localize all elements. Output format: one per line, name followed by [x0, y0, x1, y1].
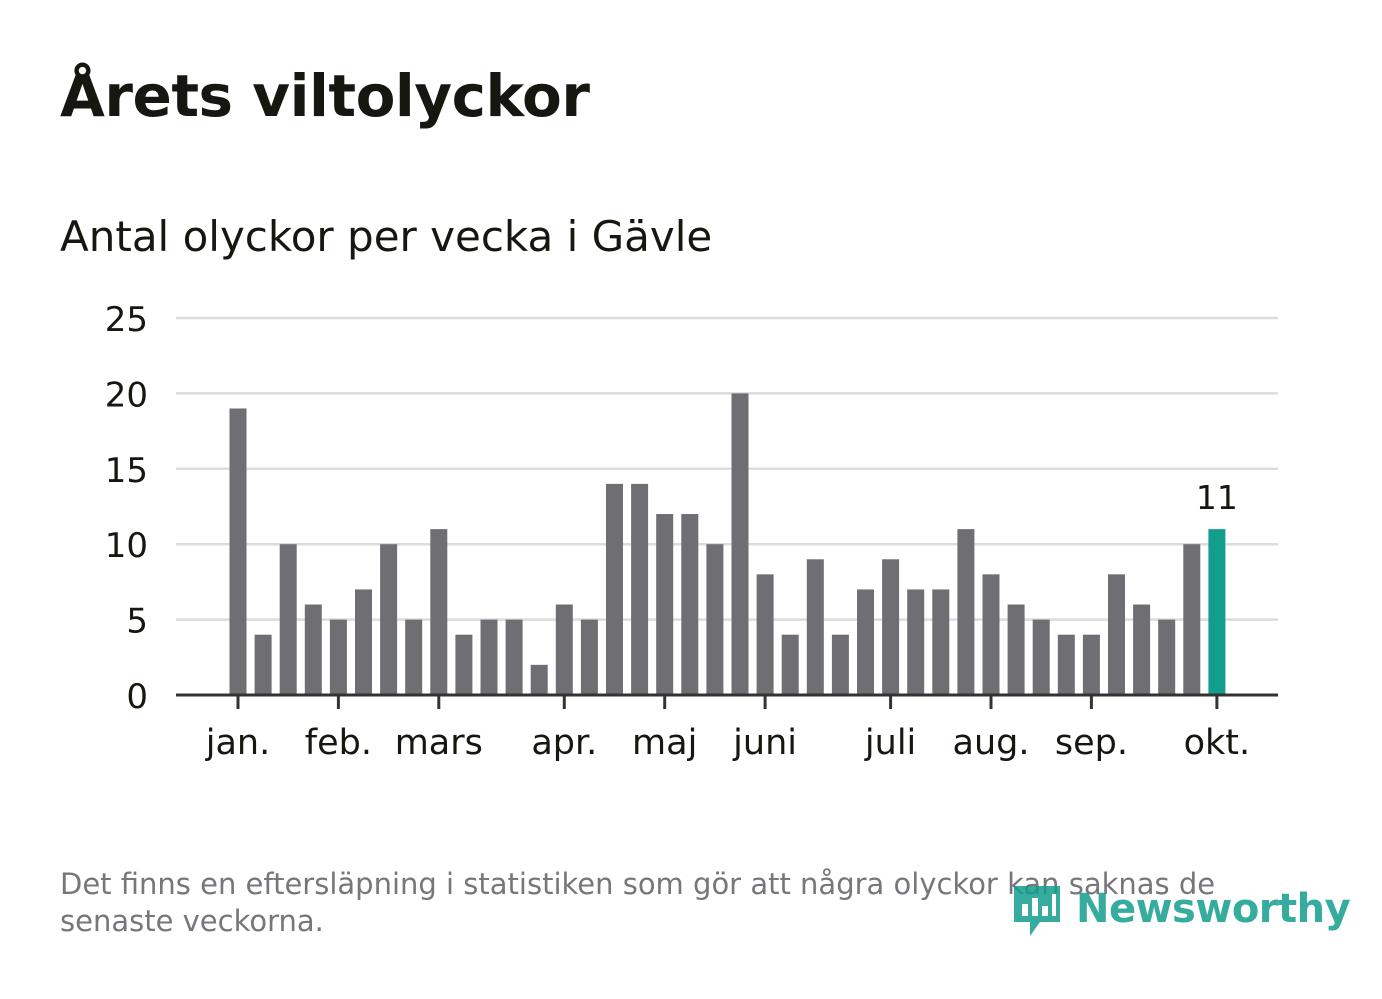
bar	[882, 559, 900, 695]
bar	[806, 559, 824, 695]
chart-subtitle: Antal olyckor per vecka i Gävle	[60, 212, 713, 261]
bar	[781, 634, 799, 695]
bar	[1208, 529, 1226, 695]
bar	[505, 619, 523, 695]
bar	[982, 574, 1000, 695]
bar	[932, 589, 950, 695]
bar	[631, 483, 649, 695]
y-tick-label: 25	[105, 300, 148, 340]
bar	[857, 589, 874, 695]
x-tick-label: juli	[864, 723, 916, 763]
bar	[831, 634, 849, 695]
bar	[304, 604, 322, 695]
x-tick-label: okt.	[1184, 723, 1251, 763]
x-tick-label: juni	[732, 723, 797, 763]
bar	[907, 589, 925, 695]
chart-title: Årets viltolyckor	[60, 62, 590, 130]
y-tick-label: 15	[105, 451, 148, 491]
bar	[1082, 634, 1100, 695]
bar	[756, 574, 774, 695]
brand-logo: Newsworthy	[1012, 878, 1351, 940]
bar	[1108, 574, 1125, 695]
bar	[706, 544, 724, 695]
bar	[329, 619, 347, 695]
bar	[681, 514, 699, 695]
x-tick-label: aug.	[953, 723, 1030, 763]
bar	[957, 529, 975, 695]
bar	[380, 544, 398, 695]
bar	[279, 544, 297, 695]
bar	[580, 619, 598, 695]
bar	[656, 514, 674, 695]
bar	[1007, 604, 1025, 695]
bar	[1057, 634, 1075, 695]
y-tick-label: 5	[126, 602, 148, 642]
bar	[731, 393, 749, 695]
bar	[555, 604, 573, 695]
bar	[1032, 619, 1050, 695]
y-tick-label: 0	[126, 677, 148, 717]
bar	[355, 589, 372, 695]
y-tick-label: 20	[105, 375, 148, 415]
bar	[1158, 619, 1176, 695]
bar	[480, 619, 498, 695]
y-tick-label: 10	[105, 526, 148, 566]
x-tick-label: maj	[632, 723, 697, 763]
bar	[254, 634, 272, 695]
x-tick-label: mars	[395, 723, 483, 763]
x-tick-label: apr.	[531, 723, 597, 763]
x-tick-label: sep.	[1055, 723, 1128, 763]
bar	[405, 619, 423, 695]
bar	[530, 664, 548, 695]
x-tick-label: jan.	[205, 723, 270, 763]
data-label: 11	[1196, 478, 1238, 517]
x-tick-label: feb.	[305, 723, 372, 763]
bar	[430, 529, 448, 695]
brand-name: Newsworthy	[1076, 886, 1351, 932]
newsworthy-logo-icon	[1014, 886, 1060, 936]
bar	[229, 408, 247, 695]
bar	[1183, 544, 1201, 695]
bar	[1133, 604, 1151, 695]
bar	[455, 634, 473, 695]
bar	[606, 483, 623, 695]
